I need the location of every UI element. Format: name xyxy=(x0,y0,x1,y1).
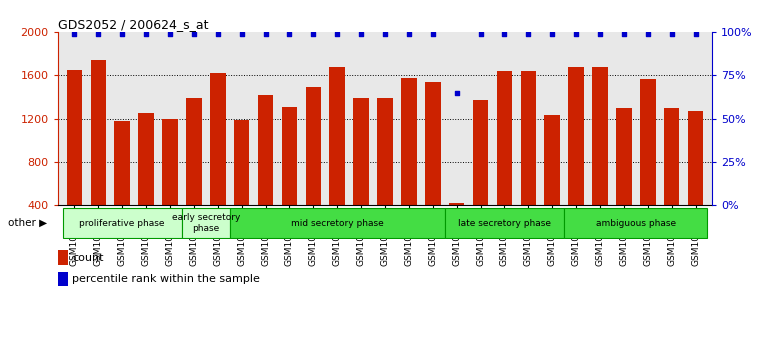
Point xyxy=(92,31,105,36)
Bar xyxy=(544,115,560,205)
Point xyxy=(665,31,678,36)
Bar xyxy=(234,120,249,205)
Text: late secretory phase: late secretory phase xyxy=(458,218,551,228)
Text: ambiguous phase: ambiguous phase xyxy=(596,218,676,228)
Bar xyxy=(401,79,417,205)
Point xyxy=(474,31,487,36)
Bar xyxy=(210,73,226,205)
Bar xyxy=(521,71,536,205)
Point xyxy=(283,31,296,36)
Bar xyxy=(182,208,229,238)
Point xyxy=(164,31,176,36)
Bar xyxy=(139,113,154,205)
Bar xyxy=(282,107,297,205)
Bar xyxy=(497,71,512,205)
Bar xyxy=(58,250,68,265)
Bar xyxy=(473,99,488,205)
Bar xyxy=(91,60,106,205)
Text: GDS2052 / 200624_s_at: GDS2052 / 200624_s_at xyxy=(58,18,208,31)
Point xyxy=(331,31,343,36)
Point xyxy=(140,31,152,36)
Bar xyxy=(640,79,655,205)
Point xyxy=(188,31,200,36)
Bar xyxy=(353,98,369,205)
Point xyxy=(69,31,81,36)
Point xyxy=(427,31,439,36)
Bar xyxy=(115,121,130,205)
Bar xyxy=(449,203,464,205)
Point xyxy=(450,90,463,96)
Bar xyxy=(425,82,440,205)
Bar xyxy=(377,98,393,205)
Bar xyxy=(306,87,321,205)
Point xyxy=(259,31,272,36)
Point xyxy=(570,31,582,36)
Bar xyxy=(330,67,345,205)
Point xyxy=(618,31,630,36)
Bar xyxy=(688,111,703,205)
Bar xyxy=(229,208,445,238)
Point xyxy=(355,31,367,36)
Point xyxy=(307,31,320,36)
Bar xyxy=(258,95,273,205)
Point xyxy=(379,31,391,36)
Bar xyxy=(58,272,68,286)
Bar xyxy=(568,67,584,205)
Text: count: count xyxy=(72,253,104,263)
Text: percentile rank within the sample: percentile rank within the sample xyxy=(72,274,260,284)
Bar xyxy=(564,208,708,238)
Bar xyxy=(162,119,178,205)
Point xyxy=(236,31,248,36)
Point xyxy=(403,31,415,36)
Bar xyxy=(186,98,202,205)
Text: other ▶: other ▶ xyxy=(8,218,47,228)
Bar xyxy=(62,208,182,238)
Bar xyxy=(592,67,608,205)
Point xyxy=(498,31,511,36)
Bar xyxy=(664,108,679,205)
Point xyxy=(594,31,606,36)
Bar xyxy=(445,208,564,238)
Text: proliferative phase: proliferative phase xyxy=(79,218,165,228)
Point xyxy=(522,31,534,36)
Point xyxy=(641,31,654,36)
Point xyxy=(546,31,558,36)
Bar xyxy=(616,108,631,205)
Bar xyxy=(67,70,82,205)
Text: mid secretory phase: mid secretory phase xyxy=(291,218,383,228)
Point xyxy=(116,31,129,36)
Point xyxy=(689,31,701,36)
Text: early secretory
phase: early secretory phase xyxy=(172,213,240,233)
Point xyxy=(212,31,224,36)
